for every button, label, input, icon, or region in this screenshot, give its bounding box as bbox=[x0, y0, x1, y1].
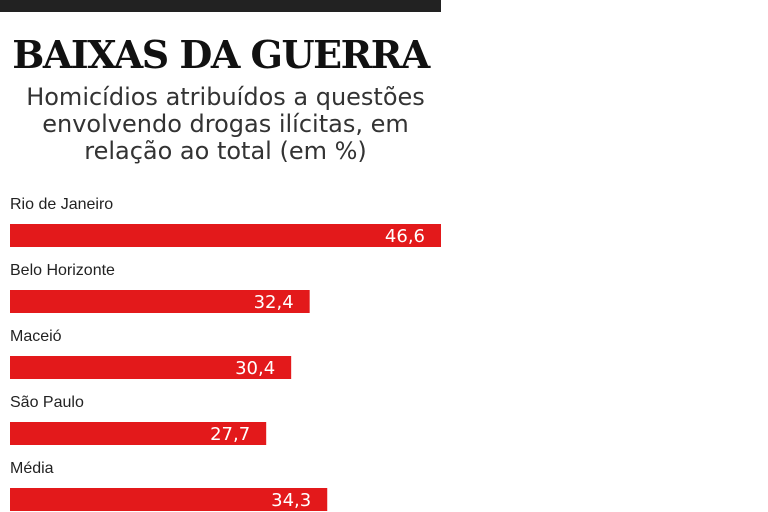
bar-value-label: 30,4 bbox=[235, 358, 275, 379]
bar bbox=[10, 422, 267, 445]
bar bbox=[10, 488, 328, 511]
bars-group: Rio de Janeiro 46,6 Belo Horizonte 32,4 Mace… bbox=[10, 196, 441, 511]
bar bbox=[10, 224, 441, 247]
bar bbox=[10, 356, 292, 379]
category-label: Belo Horizonte bbox=[10, 262, 115, 279]
bar-value-label: 46,6 bbox=[385, 226, 425, 247]
bar-value-label: 27,7 bbox=[210, 424, 250, 445]
chart-title: BAIXAS DA GUERRA bbox=[12, 32, 430, 77]
bar-value-label: 34,3 bbox=[271, 490, 311, 511]
category-label: Média bbox=[10, 460, 54, 477]
bar bbox=[10, 290, 310, 313]
bar-value-label: 32,4 bbox=[254, 292, 294, 313]
category-label: Rio de Janeiro bbox=[10, 196, 113, 213]
header-band bbox=[0, 0, 441, 12]
chart-subtitle: Homicídios atribuídos a questões envolve… bbox=[26, 83, 425, 165]
category-label: São Paulo bbox=[10, 394, 84, 411]
category-label: Maceió bbox=[10, 328, 62, 345]
